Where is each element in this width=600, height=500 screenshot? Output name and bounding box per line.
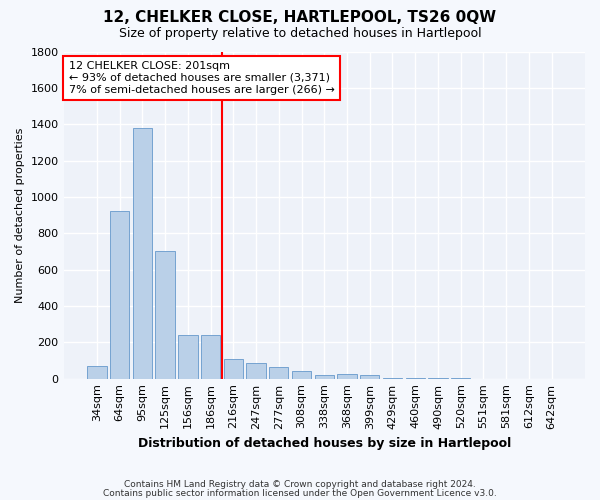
Bar bbox=[133, 128, 152, 378]
Y-axis label: Number of detached properties: Number of detached properties bbox=[15, 128, 25, 303]
Bar bbox=[269, 367, 289, 378]
Bar bbox=[178, 335, 197, 378]
X-axis label: Distribution of detached houses by size in Hartlepool: Distribution of detached houses by size … bbox=[137, 437, 511, 450]
Bar bbox=[247, 363, 266, 378]
Text: 12, CHELKER CLOSE, HARTLEPOOL, TS26 0QW: 12, CHELKER CLOSE, HARTLEPOOL, TS26 0QW bbox=[103, 10, 497, 25]
Bar bbox=[292, 372, 311, 378]
Bar bbox=[155, 252, 175, 378]
Bar bbox=[224, 358, 243, 378]
Text: 12 CHELKER CLOSE: 201sqm
← 93% of detached houses are smaller (3,371)
7% of semi: 12 CHELKER CLOSE: 201sqm ← 93% of detach… bbox=[69, 62, 335, 94]
Bar bbox=[201, 335, 220, 378]
Text: Contains HM Land Registry data © Crown copyright and database right 2024.: Contains HM Land Registry data © Crown c… bbox=[124, 480, 476, 489]
Text: Contains public sector information licensed under the Open Government Licence v3: Contains public sector information licen… bbox=[103, 488, 497, 498]
Bar bbox=[314, 375, 334, 378]
Bar bbox=[360, 375, 379, 378]
Bar bbox=[337, 374, 356, 378]
Text: Size of property relative to detached houses in Hartlepool: Size of property relative to detached ho… bbox=[119, 28, 481, 40]
Bar bbox=[87, 366, 107, 378]
Bar bbox=[110, 212, 130, 378]
